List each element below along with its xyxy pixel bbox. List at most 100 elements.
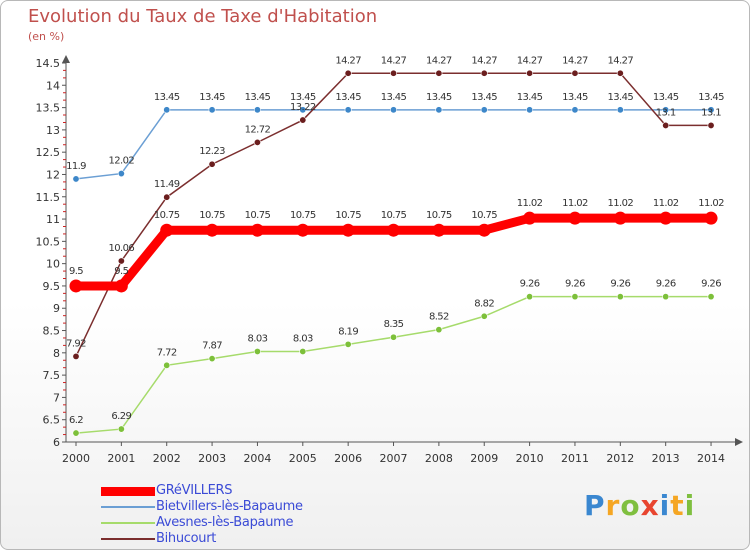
data-label: 9.5	[69, 266, 83, 277]
data-label: 10.75	[471, 210, 497, 221]
data-label: 12.72	[245, 124, 271, 135]
data-point	[117, 170, 125, 178]
data-point	[477, 223, 491, 237]
data-label: 7.92	[66, 338, 86, 349]
data-point	[662, 293, 670, 301]
data-label: 11.49	[154, 179, 180, 190]
data-label: 13.45	[199, 92, 225, 103]
data-label: 12.02	[109, 156, 135, 167]
data-point	[117, 257, 125, 265]
x-tick-label: 2004	[243, 452, 271, 465]
x-tick-label: 2011	[561, 452, 589, 465]
data-label: 10.75	[199, 210, 225, 221]
data-label: 8.82	[474, 298, 494, 309]
data-label: 13.1	[701, 107, 721, 118]
data-point	[299, 116, 307, 124]
data-label: 14.27	[517, 55, 543, 66]
data-point	[72, 429, 80, 437]
data-point	[390, 333, 398, 341]
y-tick-label: 9	[53, 302, 60, 315]
data-point	[571, 293, 579, 301]
x-tick-label: 2012	[606, 452, 634, 465]
logo-letter: P	[584, 489, 606, 522]
logo-letter: r	[605, 489, 621, 522]
x-tick-label: 2007	[380, 452, 408, 465]
data-label: 8.03	[293, 333, 313, 344]
x-tick-label: 2014	[697, 452, 725, 465]
data-label: 6.2	[69, 415, 83, 426]
data-point	[704, 211, 718, 225]
legend-label: Bietvillers-lès-Bapaume	[156, 499, 303, 514]
series-2	[72, 293, 715, 437]
series-labels-0: 9.5 9.5 10.75 10.75 10.75 10.75 10.75 10.75 10.7…	[69, 198, 725, 277]
data-point	[571, 106, 579, 114]
data-label: 11.02	[607, 198, 633, 209]
data-label: 14.27	[471, 55, 497, 66]
data-point	[299, 347, 307, 355]
y-tick-label: 11	[46, 213, 60, 226]
data-point	[390, 106, 398, 114]
data-point	[341, 223, 355, 237]
y-tick-label: 13.5	[36, 102, 61, 115]
data-label: 10.75	[426, 210, 452, 221]
x-tick-label: 2001	[107, 452, 135, 465]
x-tick-label: 2002	[153, 452, 181, 465]
data-point	[114, 279, 128, 293]
data-point	[344, 106, 352, 114]
legend-swatch	[101, 506, 155, 508]
x-tick-label: 2013	[652, 452, 680, 465]
data-label: 10.75	[290, 210, 316, 221]
data-point	[163, 106, 171, 114]
x-tick-label: 2005	[289, 452, 317, 465]
y-tick-label: 7	[53, 391, 60, 404]
data-point	[117, 425, 125, 433]
logo-letter: x	[640, 489, 660, 522]
data-point	[69, 279, 83, 293]
data-label: 10.75	[381, 210, 407, 221]
data-label: 11.02	[698, 198, 724, 209]
data-label: 9.5	[114, 266, 128, 277]
series-3	[72, 69, 715, 360]
y-tick-label: 6.5	[43, 414, 61, 427]
chart-unit-label: (en %)	[28, 30, 65, 43]
data-point	[480, 312, 488, 320]
proxiti-logo: Proxiti	[584, 489, 695, 522]
series-line	[75, 109, 712, 180]
logo-letter: i	[659, 489, 671, 522]
data-label: 13.45	[335, 92, 361, 103]
series-labels-3: 7.92 10.06 11.49 12.23 12.72 13.22 14.27 14.27 1…	[66, 55, 722, 349]
x-tick-label: 2009	[470, 452, 498, 465]
series-1	[72, 106, 715, 183]
data-point	[253, 347, 261, 355]
data-label: 13.45	[471, 92, 497, 103]
data-label: 14.27	[335, 55, 361, 66]
data-point	[435, 326, 443, 334]
y-tick-label: 14	[46, 79, 60, 92]
data-point	[526, 106, 534, 114]
y-tick-label: 6	[53, 436, 60, 449]
data-label: 10.06	[109, 243, 135, 254]
x-axis-arrow	[735, 438, 743, 446]
data-point	[526, 293, 534, 301]
y-tick-label: 14.5	[36, 57, 61, 70]
data-point	[250, 223, 264, 237]
data-label: 14.27	[562, 55, 588, 66]
data-label: 10.75	[245, 210, 271, 221]
data-point	[344, 69, 352, 77]
legend-swatch	[101, 522, 155, 524]
data-point	[707, 121, 715, 129]
data-point	[613, 211, 627, 225]
data-label: 13.45	[698, 92, 724, 103]
data-point	[435, 106, 443, 114]
data-label: 13.45	[154, 92, 180, 103]
data-point	[205, 223, 219, 237]
data-label: 13.22	[290, 102, 316, 113]
data-label: 13.45	[245, 92, 271, 103]
x-tick-label: 2010	[516, 452, 544, 465]
data-point	[253, 106, 261, 114]
data-label: 10.75	[154, 210, 180, 221]
data-point	[662, 121, 670, 129]
data-label: 11.02	[653, 198, 679, 209]
